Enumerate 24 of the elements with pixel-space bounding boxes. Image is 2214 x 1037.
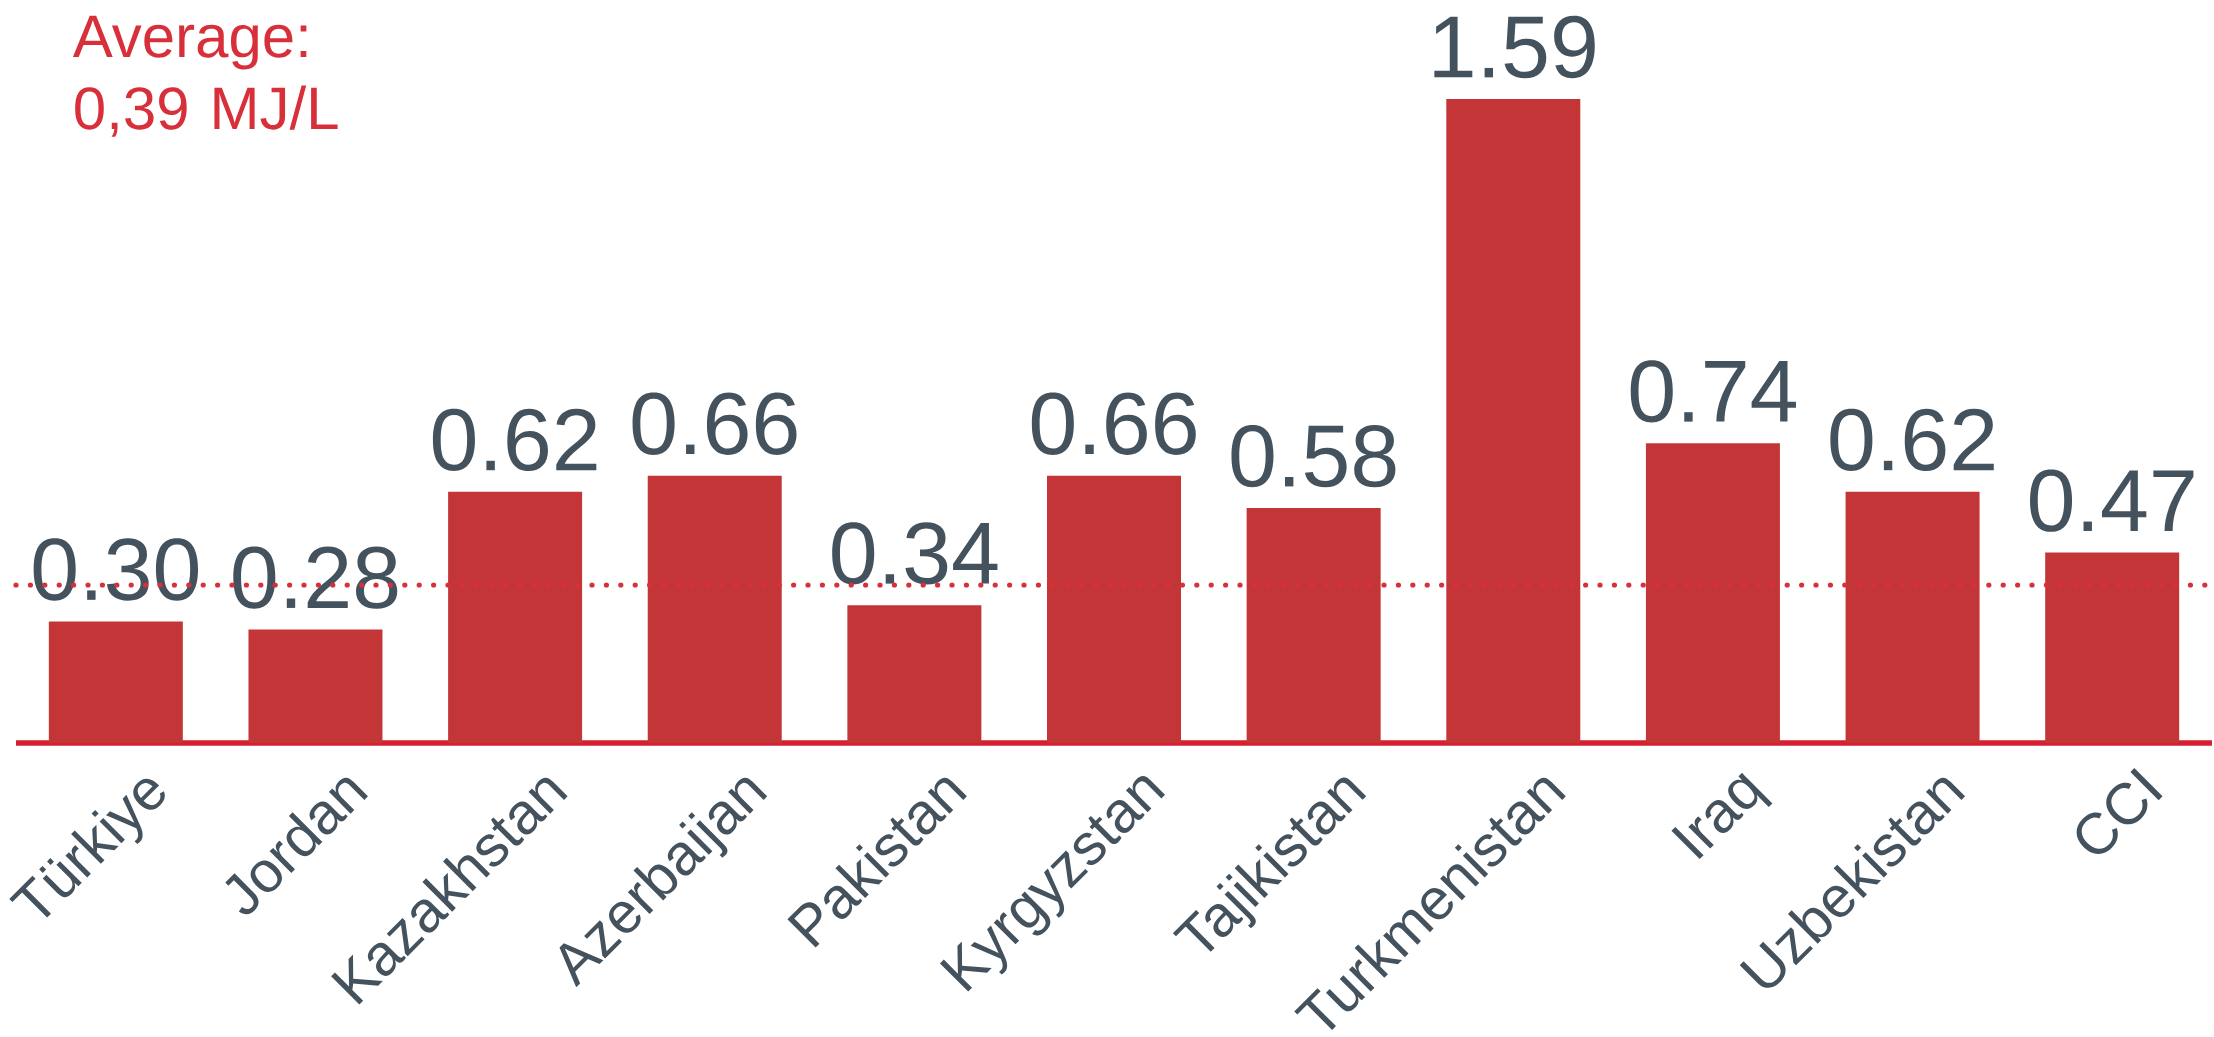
bar [248, 629, 383, 743]
bar [1845, 491, 1980, 743]
bar [1645, 443, 1780, 743]
ref-line-label: Average: 0,39 MJ/L [72, 15, 338, 137]
data-label: 0.58 [1231, 424, 1396, 488]
data-label: 0.30 [33, 538, 198, 601]
bar [448, 491, 583, 743]
data-label: 0.62 [1830, 408, 1994, 472]
data-label: 0.34 [832, 522, 998, 585]
bar [1246, 508, 1381, 743]
bar [2045, 552, 2180, 743]
bar [1446, 98, 1581, 743]
bar [847, 605, 982, 743]
data-label: 0.66 [632, 392, 797, 455]
data-label: 0.62 [432, 408, 597, 472]
bar [1047, 475, 1182, 743]
bar [647, 475, 782, 743]
bar [48, 621, 183, 743]
data-label: 0.66 [1031, 392, 1196, 455]
data-label: 0.28 [233, 546, 398, 609]
data-label: 0.47 [2030, 469, 2194, 532]
data-label: 0.74 [1630, 360, 1796, 423]
data-label: 1.59 [1434, 15, 1595, 79]
x-tick-label: CCI [2076, 768, 2163, 854]
